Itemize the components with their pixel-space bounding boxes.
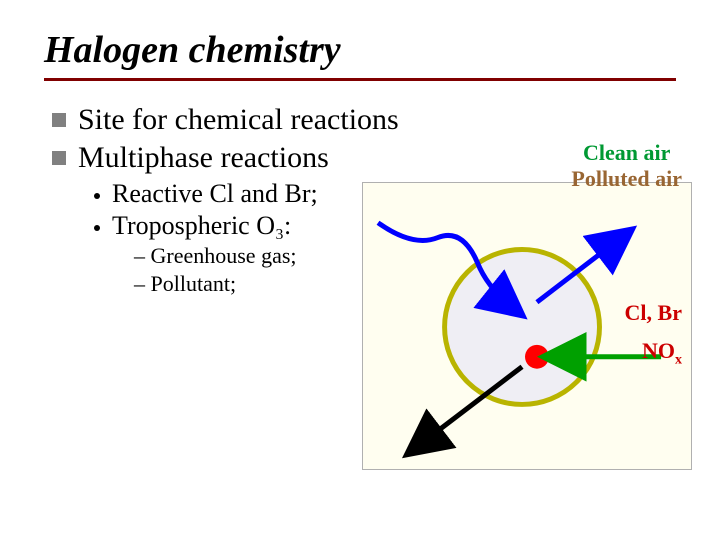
- bullet-text: Multiphase reactions: [78, 141, 329, 175]
- dot-bullet-icon: [94, 193, 100, 199]
- label-nox-subscript: x: [675, 352, 682, 367]
- label-nox: NOx: [571, 338, 682, 368]
- bullet-item: Site for chemical reactions: [52, 103, 676, 137]
- slide-title: Halogen chemistry: [44, 28, 676, 81]
- label-clean-air: Clean air: [571, 140, 682, 166]
- label-polluted-air: Polluted air: [571, 166, 682, 192]
- label-group: Clean air Polluted air Cl, Br NOx: [571, 140, 682, 368]
- bullet-text: Site for chemical reactions: [78, 103, 399, 137]
- label-cl-br: Cl, Br: [571, 300, 682, 326]
- label-nox-text: NO: [642, 338, 675, 363]
- square-bullet-icon: [52, 151, 66, 165]
- sub-bullet-text: Reactive Cl and Br;: [112, 179, 318, 209]
- square-bullet-icon: [52, 113, 66, 127]
- dot-bullet-icon: [94, 225, 100, 231]
- reaction-dot: [525, 345, 549, 369]
- sub-bullet-text: Tropospheric O₃:: [112, 211, 291, 241]
